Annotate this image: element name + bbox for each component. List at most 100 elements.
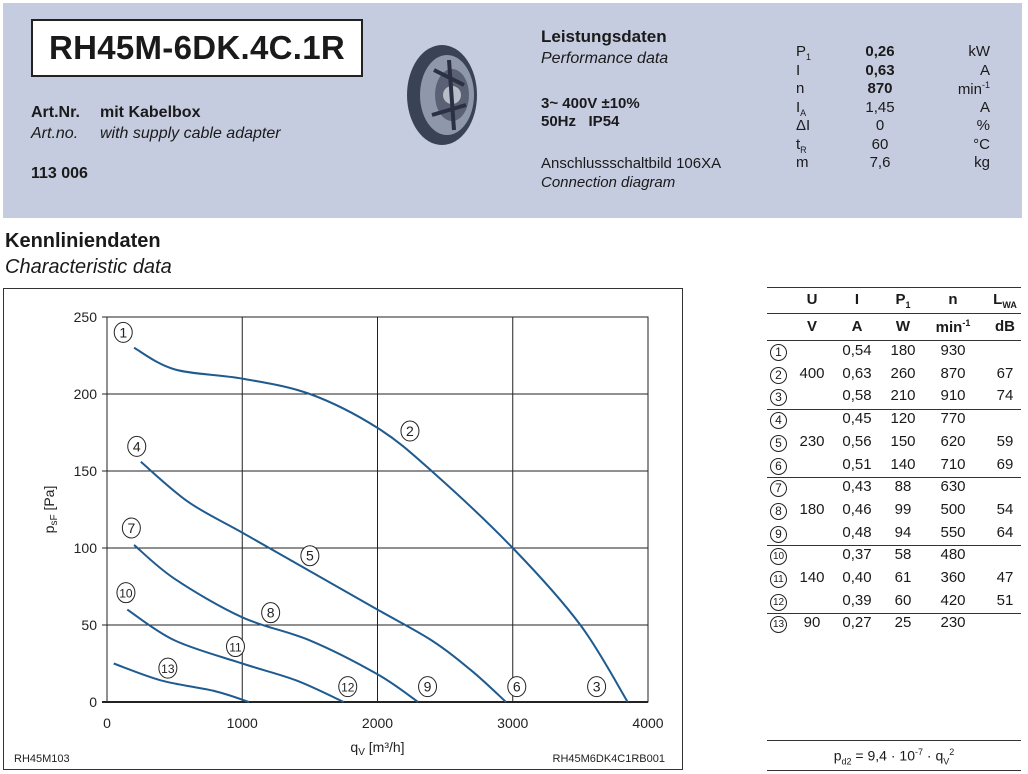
cell-LWA: 59 — [996, 432, 1014, 450]
formula-bottom-rule — [767, 770, 1021, 771]
plot-area — [106, 316, 649, 703]
cell-U: 140 — [799, 569, 825, 586]
spec-symbol-sub: R — [800, 144, 807, 155]
y-tick-label: 250 — [74, 309, 98, 325]
cell-I: 0,45 — [842, 410, 872, 428]
row-id-badge: 13 — [770, 616, 787, 634]
svg-text:1: 1 — [119, 324, 127, 340]
model-title: RH45M-6DK.4C.1R — [31, 19, 363, 77]
table-units-rule — [767, 340, 1021, 341]
spec-unit: °C — [973, 135, 990, 153]
svg-text:13: 13 — [161, 662, 175, 676]
chart-footer-left: RH45M103 — [14, 753, 70, 765]
spec-unit: % — [976, 117, 990, 134]
row-id-badge: 5 — [770, 434, 787, 452]
row-id-badge: 7 — [770, 480, 787, 498]
y-axis-label: psF [Pa] — [41, 486, 60, 534]
table-top-rule — [767, 287, 1021, 288]
cell-LWA: 74 — [996, 387, 1014, 405]
spec-symbol: IA — [796, 98, 807, 118]
table-header: LWA — [993, 291, 1017, 310]
cell-I: 0,43 — [842, 478, 872, 496]
perf-title-de: Leistungsdaten — [541, 27, 667, 46]
cell-P1: 180 — [890, 342, 916, 359]
dynamic-pressure-formula: pd2 = 9,4 · 10-7 · qV2 — [833, 747, 955, 767]
spec-unit: kg — [974, 154, 990, 171]
cell-n: 480 — [940, 546, 966, 564]
spec-symbol: m — [796, 154, 809, 171]
cell-I: 0,63 — [842, 364, 872, 382]
cell-P1: 94 — [894, 523, 912, 541]
cell-LWA: 47 — [996, 569, 1014, 586]
svg-text:10: 10 — [119, 587, 133, 601]
row-id-badge: 3 — [770, 389, 787, 407]
cell-P1: 99 — [894, 500, 912, 518]
group-rule — [767, 477, 1021, 479]
svg-text:5: 5 — [306, 548, 314, 564]
spec-value: 870 — [867, 80, 893, 97]
cell-I: 0,58 — [842, 387, 872, 405]
spec-symbol: tR — [796, 135, 807, 155]
x-tick-label: 4000 — [632, 715, 663, 731]
row-id-badge: 10 — [770, 548, 787, 566]
table-unit: dB — [995, 318, 1015, 335]
artnr-value: 113 006 — [31, 165, 88, 182]
y-tick-label: 100 — [74, 540, 98, 556]
cell-n: 870 — [940, 364, 966, 382]
spec-value: 1,45 — [865, 98, 895, 116]
spec-symbol-sub: A — [800, 107, 807, 118]
cell-I: 0,40 — [842, 569, 872, 586]
row-id-badge: 9 — [770, 525, 787, 543]
cell-LWA: 51 — [996, 591, 1014, 609]
fan-impeller-image — [407, 45, 477, 145]
cell-n: 620 — [940, 432, 966, 450]
cell-n: 230 — [940, 614, 966, 632]
spec-unit: A — [979, 98, 990, 116]
x-axis-label: qV [m³/h] — [350, 739, 404, 758]
curve-label-1: 1 — [113, 321, 133, 343]
svg-text:4: 4 — [133, 438, 141, 454]
curve-label-2: 2 — [400, 420, 420, 442]
cell-P1: 61 — [894, 569, 912, 586]
spec-unit: A — [979, 61, 990, 79]
svg-text:11: 11 — [229, 641, 242, 655]
cell-U: 180 — [799, 500, 825, 518]
cell-U: 400 — [799, 364, 825, 382]
row-id-badge: 6 — [770, 457, 787, 475]
y-tick-label: 0 — [89, 694, 97, 710]
spec-value: 7,6 — [869, 154, 891, 171]
cell-I: 0,27 — [842, 614, 872, 632]
connection-de: Anschlussschaltbild 106XA — [541, 155, 722, 172]
curve-series-5 — [113, 662, 250, 703]
row-id-badge: 4 — [770, 412, 787, 430]
y-tick-label: 150 — [74, 463, 98, 479]
curve-label-13: 13 — [158, 657, 178, 679]
cell-I: 0,48 — [842, 523, 872, 541]
group-rule — [767, 409, 1021, 411]
curve-label-6: 6 — [507, 676, 527, 698]
row-id-badge: 1 — [770, 344, 787, 361]
cell-P1: 25 — [894, 614, 912, 632]
cell-n: 360 — [940, 569, 966, 586]
spec-unit-sup: -1 — [981, 80, 990, 90]
table-header: U — [806, 291, 818, 308]
artnr-desc-de: mit Kabelbox — [100, 104, 201, 121]
curve-series-2 — [140, 460, 507, 703]
cell-n: 630 — [940, 478, 966, 496]
svg-text:7: 7 — [127, 520, 135, 536]
curve-series-1 — [133, 346, 629, 703]
voltage: 3~ 400V ±10% — [541, 95, 640, 112]
cell-I: 0,51 — [842, 455, 872, 473]
table-unit: min-1 — [935, 318, 971, 336]
y-tick-label: 200 — [74, 386, 98, 402]
group-rule — [767, 545, 1021, 547]
formula-top-rule — [767, 740, 1021, 741]
cell-I: 0,54 — [842, 342, 872, 359]
spec-symbol-sub: 1 — [806, 52, 812, 62]
row-id-badge: 12 — [770, 593, 787, 611]
x-tick-label: 2000 — [362, 715, 393, 731]
curve-label-10: 10 — [116, 582, 136, 604]
spec-value: 0 — [875, 117, 885, 134]
cell-n: 770 — [940, 410, 966, 428]
x-tick-label: 1000 — [227, 715, 258, 731]
